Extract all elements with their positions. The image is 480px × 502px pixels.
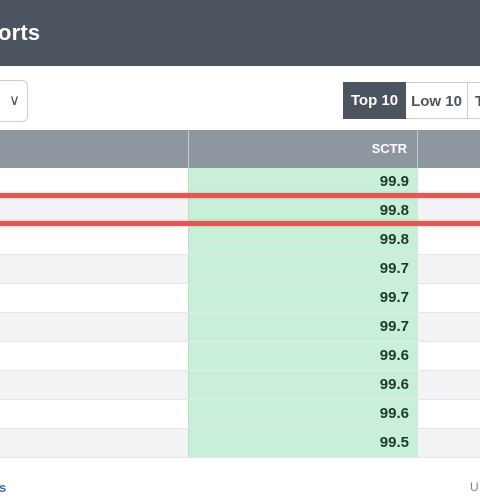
highlight-line [0,193,480,198]
sctr-value: 99.5 [188,429,418,457]
sctr-value: 99.8 [188,226,418,254]
table-row[interactable]: 99.7 [0,313,480,342]
table-row[interactable]: 99.7 [0,255,480,284]
low-10-button[interactable]: Low 10 [406,82,468,119]
footer-text: U [470,480,479,494]
sctr-value: 99.6 [188,371,418,399]
footer-link[interactable]: s [0,480,7,495]
sctr-value: 99.9 [188,168,418,196]
page-title: orts [0,20,41,45]
table-row[interactable]: 99.7 [0,284,480,313]
sctr-value: 99.7 [188,255,418,283]
table-row[interactable]: 99.9 [0,168,480,197]
sctr-column-header[interactable]: SCTR [188,130,418,168]
chevron-down-icon: ∨ [9,92,20,109]
sctr-value: 99.8 [188,197,418,225]
table-row[interactable]: 99.8 [0,226,480,255]
list-select-dropdown[interactable]: ∨ [0,80,28,122]
page-header: orts [0,0,480,66]
highlight-line [0,221,480,226]
table-row[interactable]: 99.5 [0,429,480,458]
sctr-table: SCTR 99.9 99.8 99.8 99.7 99.7 99.7 99.6 … [0,130,480,458]
top-10-button[interactable]: Top 10 [343,82,406,119]
sctr-value: 99.7 [188,313,418,341]
more-segment-button[interactable]: T [468,82,480,119]
sctr-value: 99.6 [188,342,418,370]
table-header: SCTR [0,130,480,168]
sctr-value: 99.7 [188,284,418,312]
sctr-value: 99.6 [188,400,418,428]
table-row[interactable]: 99.6 [0,371,480,400]
table-row[interactable]: 99.6 [0,400,480,429]
toolbar: ∨ Top 10 Low 10 T [0,66,480,130]
table-row[interactable]: 99.6 [0,342,480,371]
